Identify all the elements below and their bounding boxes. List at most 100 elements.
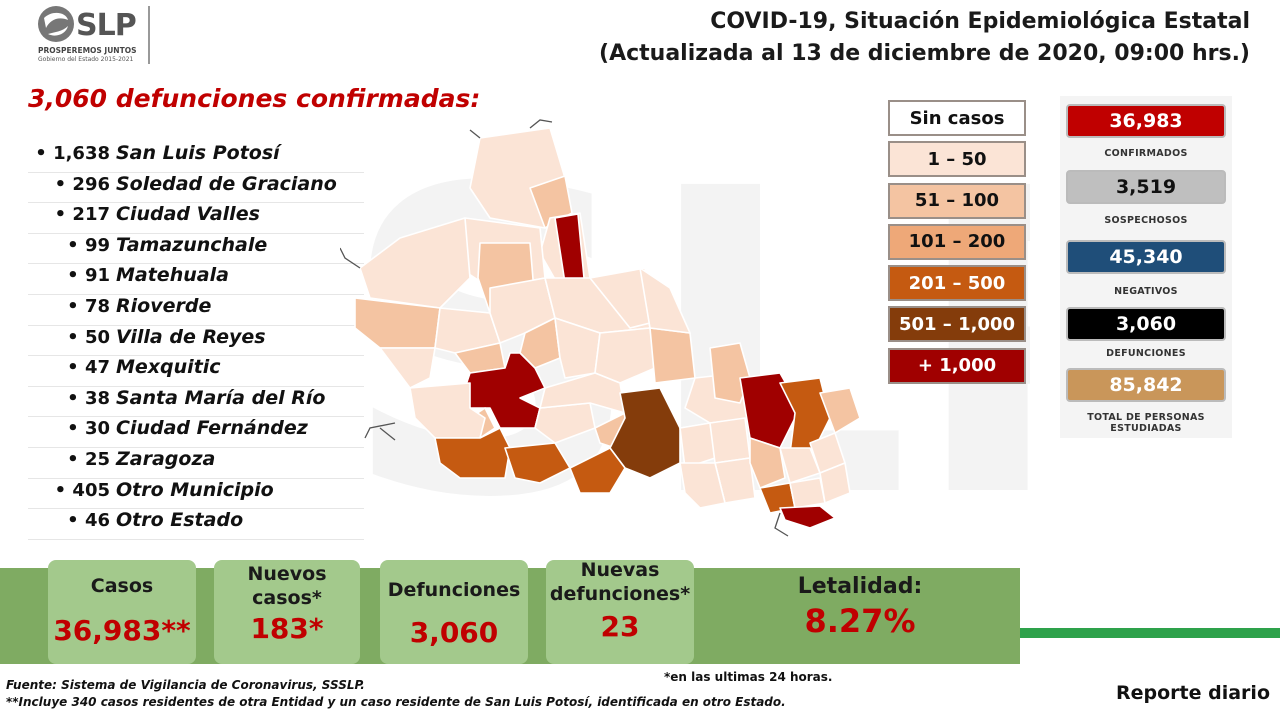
- card-nuevos-value: 183*: [250, 612, 324, 645]
- municipality-name: Zaragoza: [116, 447, 216, 470]
- municipality-count: • 217: [28, 204, 116, 225]
- municipality-death-list: • 1,638 San Luis Potosí • 296 Soledad de Gr…: [28, 142, 364, 540]
- municipality-count-value: 47: [84, 357, 110, 379]
- report-label: Reporte diario: [1116, 682, 1270, 704]
- legend-item: + 1,000: [888, 347, 1026, 384]
- map-region: [649, 327, 696, 384]
- stats-panel: 36,983 CONFIRMADOS 3,519 SOSPECHOSOS 45,…: [1060, 96, 1232, 438]
- state-choropleth-map: [340, 119, 861, 537]
- map-region: [434, 427, 511, 479]
- card-nuevos-casos: Nuevos casos* 183*: [214, 560, 360, 664]
- map-region: [594, 327, 656, 384]
- stat-studied-box: 85,842: [1066, 368, 1226, 402]
- letalidad-value: 8.27%: [804, 602, 916, 640]
- stat-negative-value: 45,340: [1109, 246, 1183, 268]
- logo-swirl-icon: [38, 6, 74, 42]
- municipality-row: • 30 Ciudad Fernández: [28, 417, 364, 448]
- municipality-count-value: 1,638: [53, 143, 110, 164]
- stat-studied-value: 85,842: [1109, 374, 1183, 396]
- municipality-row: • 217 Ciudad Valles: [28, 203, 364, 234]
- municipality-count-value: 30: [84, 418, 110, 440]
- stat-suspected-value: 3,519: [1115, 176, 1177, 198]
- municipality-row: • 1,638 San Luis Potosí: [28, 142, 364, 173]
- stat-suspected-box: 3,519: [1066, 170, 1226, 204]
- municipality-row: • 50 Villa de Reyes: [28, 326, 364, 357]
- municipality-count: • 47: [28, 357, 116, 378]
- bullet: •: [54, 204, 73, 226]
- municipality-name: Mexquitic: [116, 356, 221, 379]
- card-casos-value: 36,983**: [53, 614, 191, 647]
- municipality-name: Villa de Reyes: [116, 325, 266, 348]
- map-region: [779, 505, 836, 529]
- card-nuevas-def-label-1: Nuevas: [580, 559, 660, 581]
- municipality-count: • 296: [28, 174, 116, 195]
- municipality-count-value: 217: [72, 204, 110, 226]
- title-line-1: COVID-19, Situación Epidemiológica Estat…: [710, 9, 1250, 34]
- card-def-label: Defunciones: [387, 579, 521, 601]
- bullet: •: [67, 418, 85, 440]
- card-defunciones: Defunciones 3,060: [380, 560, 528, 664]
- municipality-row: • 78 Rioverde: [28, 295, 364, 326]
- municipality-row: • 38 Santa María del Río: [28, 387, 364, 418]
- municipality-count: • 25: [28, 449, 116, 470]
- logo-slogan: PROSPEREMOS JUNTOS: [38, 46, 137, 55]
- municipality-name: Soledad de Graciano: [116, 172, 337, 195]
- map-region: [534, 402, 596, 444]
- municipality-count: • 38: [28, 388, 116, 409]
- map-region: [504, 442, 571, 484]
- page-title: COVID-19, Situación Epidemiológica Estat…: [599, 6, 1250, 70]
- municipality-count: • 91: [28, 265, 116, 286]
- municipality-name: San Luis Potosí: [116, 142, 280, 164]
- map-region: [609, 387, 681, 479]
- green-divider-line: [1010, 628, 1280, 638]
- stat-deaths-value: 3,060: [1115, 313, 1177, 335]
- municipality-name: Otro Estado: [116, 509, 244, 532]
- card-casos: Casos 36,983**: [48, 560, 196, 664]
- bullet: •: [67, 448, 85, 470]
- municipality-count-value: 46: [84, 510, 110, 532]
- municipality-name: Matehuala: [116, 264, 229, 287]
- card-nuevos-label-1: Nuevos: [247, 563, 327, 585]
- municipality-name: Santa María del Río: [116, 386, 326, 409]
- card-nuevos-label-2: casos*: [252, 587, 322, 609]
- municipality-count-value: 25: [84, 448, 110, 470]
- bullet: •: [67, 265, 85, 287]
- municipality-count: • 50: [28, 327, 116, 348]
- slp-logo: SLP PROSPEREMOS JUNTOS Gobierno del Esta…: [36, 4, 156, 68]
- bullet: •: [35, 143, 54, 164]
- map-legend: Sin casos 1 – 50 51 – 100 101 – 200 201 – 50…: [888, 100, 1026, 389]
- map-region: [359, 217, 471, 309]
- municipality-count-value: 91: [84, 265, 110, 287]
- bullet: •: [67, 510, 85, 532]
- municipality-name: Ciudad Fernández: [116, 417, 308, 440]
- last-24h-note: *en las ultimas 24 horas.: [664, 670, 833, 684]
- letalidad-label: Letalidad:: [797, 574, 923, 599]
- map-region: [819, 387, 861, 434]
- map-region: [789, 477, 826, 509]
- municipality-row: • 99 Tamazunchale: [28, 234, 364, 265]
- municipality-count: • 1,638: [28, 143, 116, 164]
- stat-confirmed-value: 36,983: [1109, 110, 1183, 132]
- map-region: [529, 175, 573, 229]
- municipality-count: • 78: [28, 296, 116, 317]
- map-region: [679, 462, 726, 509]
- municipality-row: • 46 Otro Estado: [28, 509, 364, 540]
- municipality-row: • 91 Matehuala: [28, 264, 364, 295]
- map-region: [819, 462, 851, 504]
- card-casos-label: Casos: [90, 575, 154, 597]
- source-note: Fuente: Sistema de Vigilancia de Coronav…: [6, 678, 365, 692]
- card-def-value: 3,060: [409, 616, 499, 649]
- municipality-name: Rioverde: [116, 294, 212, 317]
- municipality-row: • 47 Mexquitic: [28, 356, 364, 387]
- stat-negative-box: 45,340: [1066, 240, 1226, 274]
- municipality-count-value: 99: [84, 234, 110, 256]
- municipality-count: • 46: [28, 510, 116, 531]
- bullet: •: [67, 326, 85, 348]
- municipality-row: • 296 Soledad de Graciano: [28, 173, 364, 204]
- bullet: •: [54, 173, 73, 195]
- stat-deaths-box: 3,060: [1066, 307, 1226, 341]
- map-region: [709, 417, 751, 464]
- map-region: [519, 317, 561, 369]
- legend-item: 101 – 200: [888, 223, 1026, 260]
- municipality-row: • 25 Zaragoza: [28, 448, 364, 479]
